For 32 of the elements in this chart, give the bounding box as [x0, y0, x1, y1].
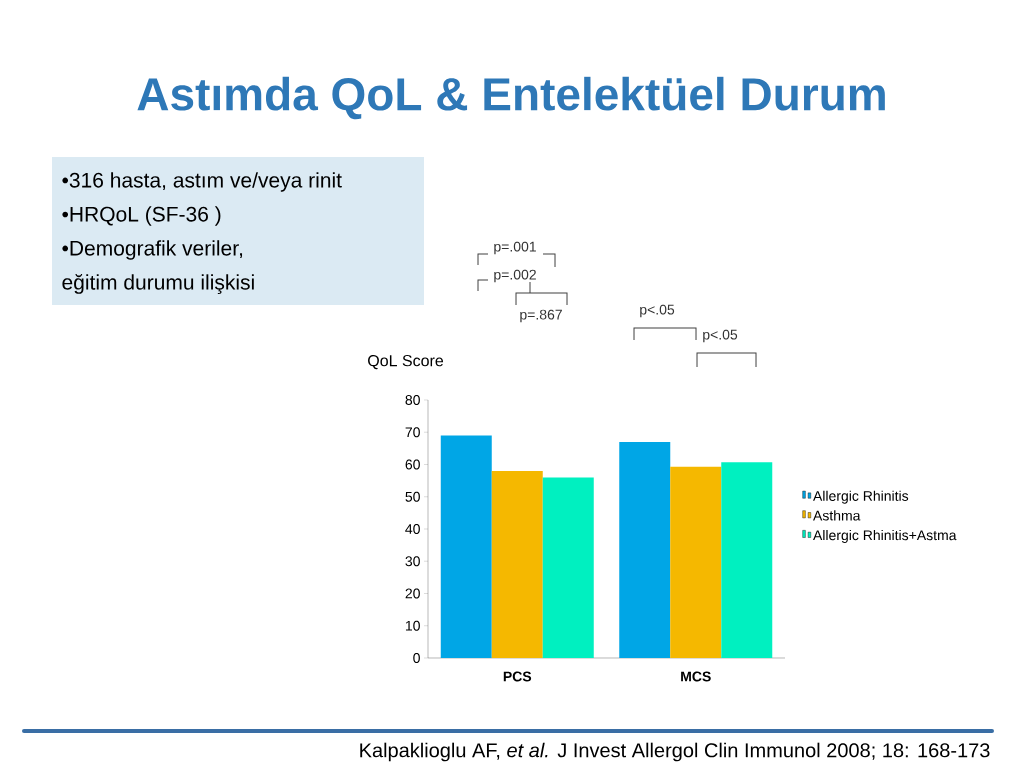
text: •316 hasta, astım ve/veya rinit — [62, 172, 342, 192]
x-tick-label: MCS — [681, 671, 711, 682]
text: p=.867 — [520, 309, 562, 323]
y-axis-title: QoL Score — [368, 354, 444, 370]
y-tick-label: 40 — [405, 524, 420, 534]
y-tick-label: 30 — [405, 556, 420, 567]
y-tick-label: 60 — [405, 459, 420, 470]
bar — [619, 441, 671, 658]
legend-label: Allergic Rhinitis — [813, 490, 909, 504]
y-tick-label: 70 — [405, 427, 420, 438]
legend-label: Asthma — [813, 510, 861, 521]
x-tick-label: PCS — [503, 671, 532, 682]
text: eğitim durumu ilişkisi — [62, 274, 254, 294]
bar — [491, 470, 543, 658]
text: •HRQoL (SF-36 ) — [62, 206, 221, 226]
chart-title: Astımda QoL & Entelektüel Durum — [137, 76, 885, 120]
y-tick-label: 80 — [405, 395, 420, 405]
text: p=.001 — [494, 241, 536, 255]
legend-label: Allergic Rhinitis+Astma — [813, 529, 957, 543]
bar — [542, 477, 594, 658]
text: Kalpaklioglu AF, et al. J Invest Allergol Clin Immunol 2008; 18: 168-173 — [360, 742, 990, 762]
y-tick-label: 0 — [413, 653, 420, 663]
bar — [670, 466, 722, 658]
text: p=.002 — [494, 269, 536, 283]
text: p<.05 — [640, 304, 675, 318]
y-tick-label: 50 — [405, 491, 420, 502]
bar — [440, 435, 492, 658]
y-tick-label: 20 — [405, 588, 420, 599]
text: •Demografik veriler, — [62, 240, 243, 260]
y-tick-label: 10 — [405, 620, 420, 631]
bar — [721, 462, 773, 658]
text: p<.05 — [703, 329, 738, 343]
